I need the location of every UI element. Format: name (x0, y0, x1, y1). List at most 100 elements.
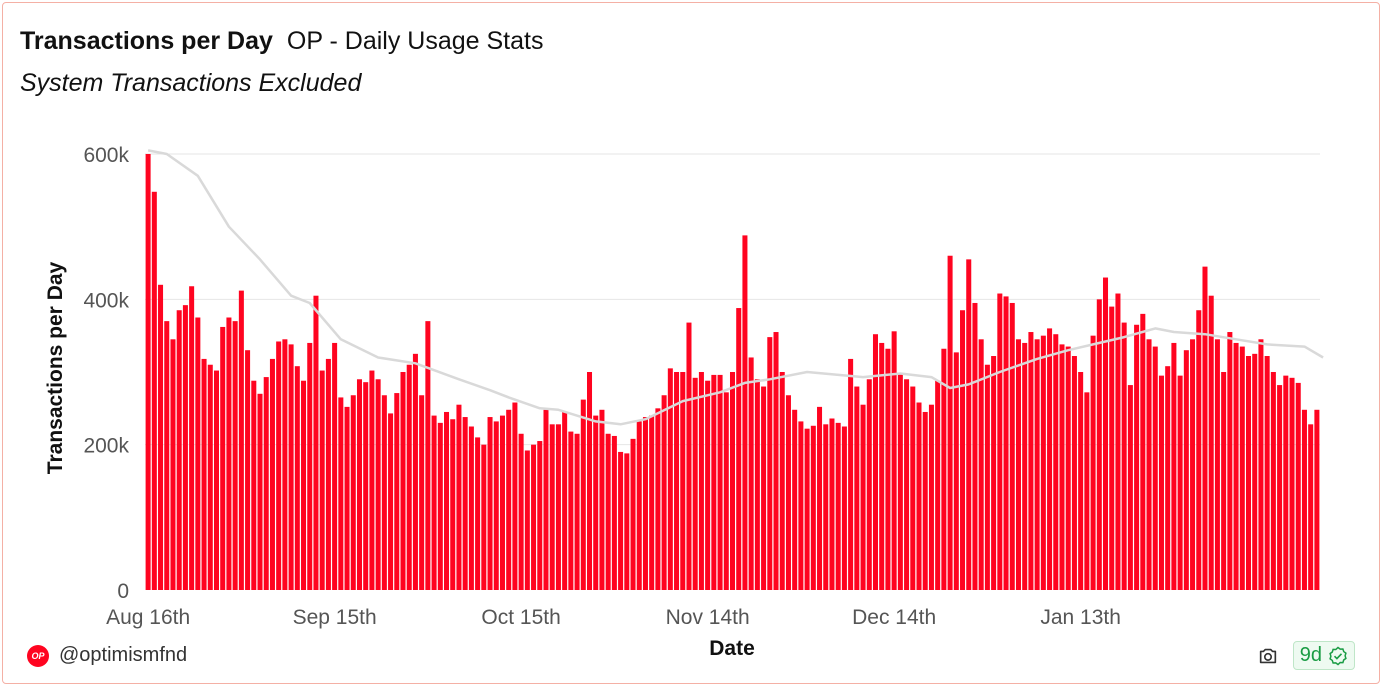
bar (767, 337, 773, 590)
bar (450, 419, 456, 590)
bar (1239, 346, 1245, 590)
x-tick-label: Aug 16th (106, 606, 190, 629)
bar (1103, 277, 1109, 590)
bar (599, 409, 605, 590)
bar (835, 422, 841, 590)
bar (935, 380, 941, 590)
bar (854, 386, 860, 590)
bar (195, 317, 201, 590)
bar (1214, 339, 1220, 590)
moving-average-line (147, 149, 1324, 426)
bar (785, 395, 791, 590)
bar (922, 411, 928, 590)
bar (1283, 375, 1289, 590)
bar (158, 284, 164, 590)
bar (506, 409, 512, 590)
bar (1109, 306, 1115, 590)
bar (375, 379, 381, 590)
bar (817, 406, 823, 590)
bar (686, 322, 692, 590)
bar (232, 321, 238, 590)
bar (1202, 266, 1208, 590)
bar (1146, 339, 1152, 590)
bar (1034, 339, 1040, 590)
bar (1090, 335, 1096, 590)
bar (916, 402, 922, 590)
bar (1121, 322, 1127, 590)
chart-title: Transactions per Day (20, 27, 273, 55)
bar (1301, 409, 1307, 590)
bar (642, 417, 648, 590)
bar (1028, 332, 1034, 590)
bar (1096, 299, 1102, 590)
x-tick-label: Dec 14th (852, 606, 936, 629)
bar (1047, 328, 1053, 590)
bar (1245, 356, 1252, 590)
bar (1022, 342, 1028, 590)
chart-header: Transactions per Day OP - Daily Usage Sta… (20, 27, 543, 56)
bar (667, 368, 673, 590)
bar (269, 358, 275, 590)
bar (879, 342, 885, 590)
bar (1308, 424, 1314, 590)
camera-icon[interactable] (1257, 645, 1279, 667)
bar (493, 421, 499, 590)
bar (1084, 392, 1090, 590)
bar (319, 370, 325, 590)
bar (866, 379, 872, 590)
bar (1289, 377, 1295, 590)
bar (481, 444, 487, 590)
bar (655, 408, 661, 590)
bar (1177, 375, 1183, 590)
bar (928, 404, 934, 590)
bar (419, 395, 425, 590)
bar (624, 453, 630, 590)
bar (717, 374, 723, 590)
author-attribution[interactable]: OP @optimismfnd (27, 644, 187, 667)
bar (698, 372, 704, 590)
bar (288, 344, 294, 590)
bar (245, 350, 251, 590)
bar (543, 409, 549, 590)
author-handle[interactable]: @optimismfnd (59, 644, 188, 666)
freshness-badge[interactable]: 9d (1292, 641, 1355, 670)
bar (332, 342, 338, 590)
bar (145, 154, 151, 590)
bar (1277, 385, 1283, 590)
x-tick-label: Nov 14th (666, 606, 750, 629)
bar (164, 321, 170, 590)
bar (941, 348, 947, 590)
bar (512, 402, 518, 590)
bar (1115, 293, 1121, 590)
bar (406, 364, 412, 590)
bar (748, 357, 754, 590)
bar (972, 302, 978, 590)
bar (213, 370, 220, 590)
bar (984, 364, 990, 590)
bar (1227, 332, 1233, 590)
bar (294, 366, 300, 590)
bar (848, 358, 854, 590)
bar (1015, 339, 1021, 590)
y-tick-label: 600k (83, 144, 129, 167)
bar (580, 399, 586, 590)
bar (574, 433, 580, 590)
bar (593, 415, 599, 590)
y-tick-label: 200k (83, 435, 129, 458)
footer-actions: 9d (1257, 641, 1355, 670)
bar (1208, 295, 1214, 590)
bar (1158, 375, 1164, 590)
x-tick-label: Jan 13th (1040, 606, 1121, 629)
bar (823, 424, 829, 590)
bar (692, 377, 698, 590)
bar (344, 406, 350, 590)
bar (431, 415, 437, 590)
bar (1134, 324, 1140, 590)
bar (792, 409, 798, 590)
bar (1295, 382, 1301, 590)
y-tick-label: 400k (83, 289, 129, 312)
bar (412, 353, 418, 590)
bar (437, 422, 443, 590)
bar (356, 379, 362, 590)
